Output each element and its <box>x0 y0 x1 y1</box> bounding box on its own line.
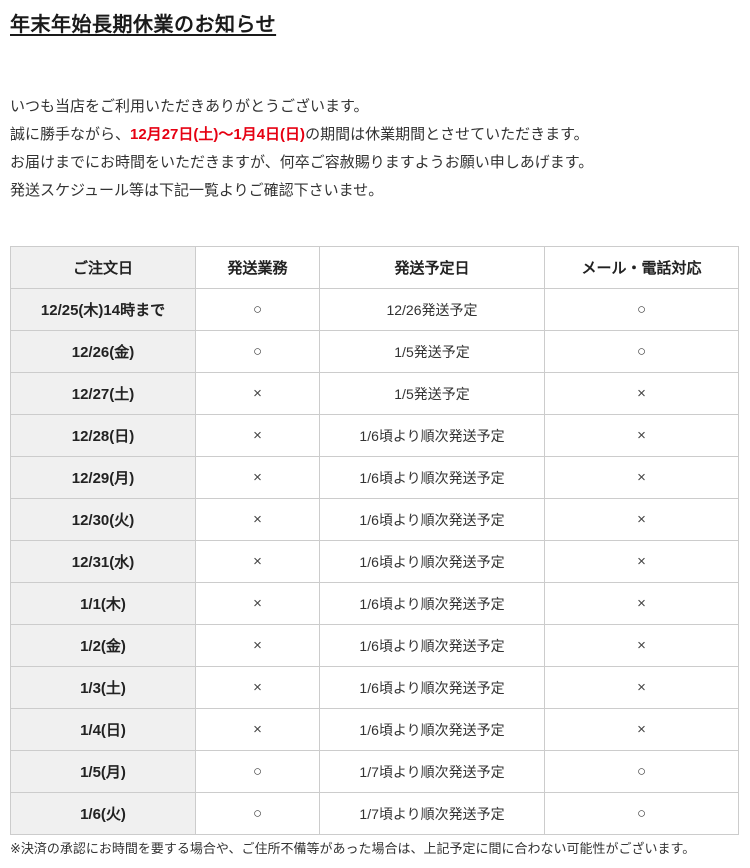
order-date-cell: 1/4(日) <box>10 708 196 751</box>
support-status-cell: × <box>544 498 739 541</box>
order-date-cell: 12/27(土) <box>10 372 196 415</box>
support-status-cell: × <box>544 414 739 457</box>
intro-line-2: 誠に勝手ながら、12月27日(土)～1月4日(日)の期間は休業期間とさせていただ… <box>10 121 740 149</box>
table-row: 1/5(月) ○ 1/7頃より順次発送予定 ○ <box>10 750 739 793</box>
eta-cell: 1/6頃より順次発送予定 <box>319 414 545 457</box>
eta-cell: 1/6頃より順次発送予定 <box>319 540 545 583</box>
table-row: 12/27(土) × 1/5発送予定 × <box>10 372 739 415</box>
support-status-cell: × <box>544 456 739 499</box>
order-date-cell: 1/2(金) <box>10 624 196 667</box>
shipping-status-cell: ○ <box>195 330 320 373</box>
eta-cell: 1/6頃より順次発送予定 <box>319 666 545 709</box>
table-row: 12/28(日) × 1/6頃より順次発送予定 × <box>10 414 739 457</box>
table-row: 1/6(火) ○ 1/7頃より順次発送予定 ○ <box>10 792 739 835</box>
support-status-cell: ○ <box>544 792 739 835</box>
eta-cell: 1/5発送予定 <box>319 330 545 373</box>
shipping-status-cell: × <box>195 498 320 541</box>
shipping-status-cell: × <box>195 540 320 583</box>
eta-cell: 1/6頃より順次発送予定 <box>319 456 545 499</box>
eta-cell: 12/26発送予定 <box>319 288 545 331</box>
support-status-cell: × <box>544 372 739 415</box>
support-status-cell: × <box>544 624 739 667</box>
order-date-cell: 12/28(日) <box>10 414 196 457</box>
shipping-schedule-table: ご注文日 発送業務 発送予定日 メール・電話対応 12/25(木)14時まで ○… <box>10 246 739 835</box>
table-header-row: ご注文日 発送業務 発送予定日 メール・電話対応 <box>10 246 739 289</box>
support-status-cell: × <box>544 708 739 751</box>
order-date-cell: 12/25(木)14時まで <box>10 288 196 331</box>
table-row: 12/25(木)14時まで ○ 12/26発送予定 ○ <box>10 288 739 331</box>
shipping-status-cell: × <box>195 666 320 709</box>
eta-cell: 1/5発送予定 <box>319 372 545 415</box>
intro-line-2-prefix: 誠に勝手ながら、 <box>10 126 131 143</box>
shipping-status-cell: × <box>195 708 320 751</box>
payment-disclaimer-footnote: ※決済の承認にお時間を要する場合や、ご住所不備等があった場合は、上記予定に間に合… <box>10 841 696 856</box>
table-row: 1/1(木) × 1/6頃より順次発送予定 × <box>10 582 739 625</box>
order-date-cell: 12/30(火) <box>10 498 196 541</box>
shipping-status-cell: × <box>195 624 320 667</box>
closure-period-dates: 12月27日(土)～1月4日(日) <box>130 126 306 143</box>
page-title: 年末年始長期休業のお知らせ <box>10 14 277 36</box>
col-header-shipping: 発送業務 <box>195 246 320 289</box>
order-date-cell: 1/3(土) <box>10 666 196 709</box>
intro-line-4: 発送スケジュール等は下記一覧よりご確認下さいませ。 <box>10 182 384 199</box>
table-row: 12/31(水) × 1/6頃より順次発送予定 × <box>10 540 739 583</box>
support-status-cell: × <box>544 666 739 709</box>
col-header-eta: 発送予定日 <box>319 246 545 289</box>
shipping-status-cell: × <box>195 582 320 625</box>
eta-cell: 1/6頃より順次発送予定 <box>319 498 545 541</box>
order-date-cell: 1/1(木) <box>10 582 196 625</box>
shipping-status-cell: × <box>195 414 320 457</box>
shipping-status-cell: × <box>195 372 320 415</box>
order-date-cell: 12/26(金) <box>10 330 196 373</box>
intro-line-2-suffix: の期間は休業期間とさせていただきます。 <box>305 126 589 143</box>
support-status-cell: × <box>544 582 739 625</box>
shipping-status-cell: × <box>195 456 320 499</box>
intro-text: いつも当店をご利用いただきありがとうございます。 誠に勝手ながら、12月27日(… <box>10 93 740 205</box>
order-date-cell: 12/31(水) <box>10 540 196 583</box>
eta-cell: 1/7頃より順次発送予定 <box>319 750 545 793</box>
eta-cell: 1/7頃より順次発送予定 <box>319 792 545 835</box>
table-row: 12/26(金) ○ 1/5発送予定 ○ <box>10 330 739 373</box>
support-status-cell: × <box>544 540 739 583</box>
support-status-cell: ○ <box>544 750 739 793</box>
table-row: 12/29(月) × 1/6頃より順次発送予定 × <box>10 456 739 499</box>
shipping-status-cell: ○ <box>195 750 320 793</box>
support-status-cell: ○ <box>544 288 739 331</box>
order-date-cell: 1/6(火) <box>10 792 196 835</box>
intro-line-3: お届けまでにお時間をいただきますが、何卒ご容赦賜りますようお願い申しあげます。 <box>10 154 594 171</box>
shipping-status-cell: ○ <box>195 792 320 835</box>
support-status-cell: ○ <box>544 330 739 373</box>
order-date-cell: 1/5(月) <box>10 750 196 793</box>
shipping-status-cell: ○ <box>195 288 320 331</box>
intro-line-1: いつも当店をご利用いただきありがとうございます。 <box>10 98 369 115</box>
eta-cell: 1/6頃より順次発送予定 <box>319 708 545 751</box>
table-row: 12/30(火) × 1/6頃より順次発送予定 × <box>10 498 739 541</box>
col-header-support: メール・電話対応 <box>544 246 739 289</box>
col-header-order-date: ご注文日 <box>10 246 196 289</box>
table-row: 1/2(金) × 1/6頃より順次発送予定 × <box>10 624 739 667</box>
order-date-cell: 12/29(月) <box>10 456 196 499</box>
eta-cell: 1/6頃より順次発送予定 <box>319 624 545 667</box>
eta-cell: 1/6頃より順次発送予定 <box>319 582 545 625</box>
table-row: 1/4(日) × 1/6頃より順次発送予定 × <box>10 708 739 751</box>
table-row: 1/3(土) × 1/6頃より順次発送予定 × <box>10 666 739 709</box>
